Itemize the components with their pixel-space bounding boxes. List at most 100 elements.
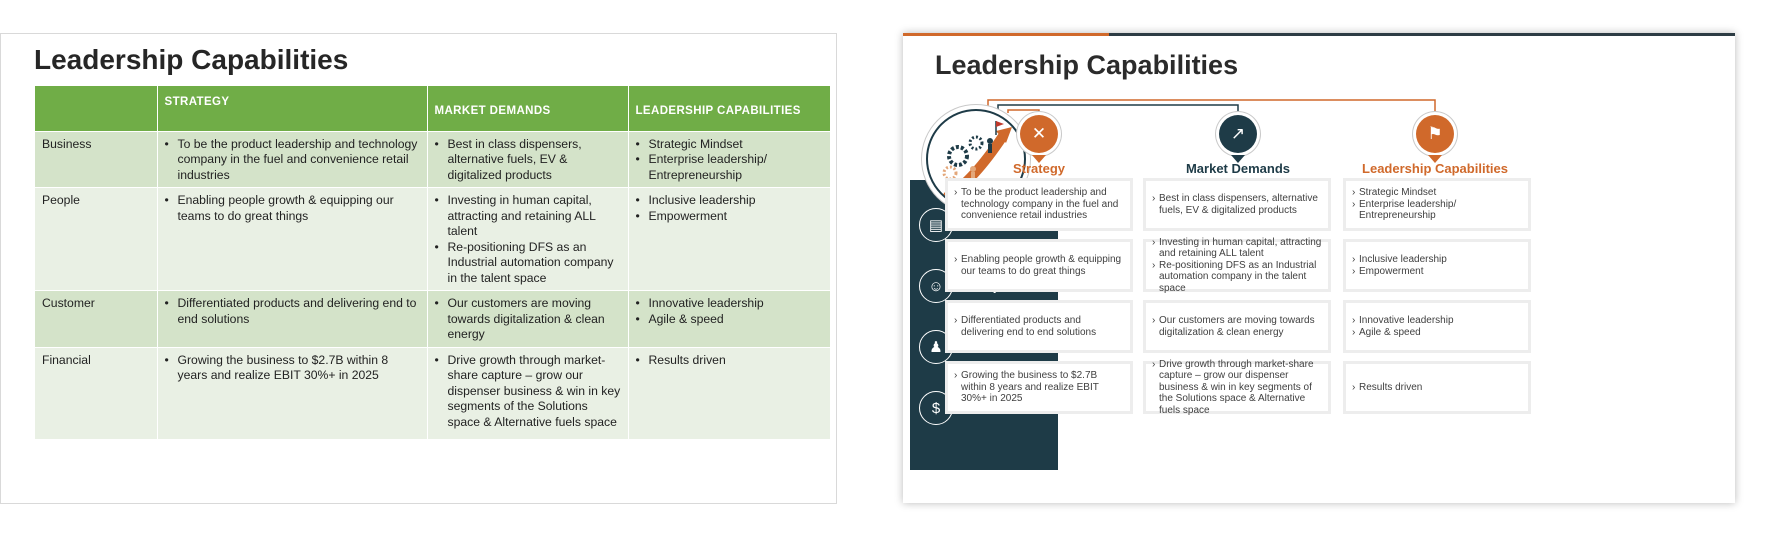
table-row: FinancialGrowing the business to $2.7B w… xyxy=(35,346,831,439)
table-row: CustomerDifferentiated products and deli… xyxy=(35,290,831,347)
bullet-item: Best in class dispensers, alternative fu… xyxy=(435,137,621,184)
table-header-row: STRATEGY MARKET DEMANDS LEADERSHIP CAPAB… xyxy=(35,86,831,131)
cell-strategy: Differentiated products and delivering e… xyxy=(157,290,428,347)
grid-cell: Drive growth through market-share captur… xyxy=(1143,359,1331,416)
bullet-item: Innovative leadership xyxy=(1352,315,1454,327)
bullet-list: Differentiated products and delivering e… xyxy=(165,296,420,327)
bullet-item: Inclusive leadership xyxy=(1352,254,1447,266)
cell-content: Enabling people growth & equipping our t… xyxy=(948,242,1130,289)
column-header: Strategy xyxy=(1012,161,1066,176)
bullet-list: Enabling people growth & equipping our t… xyxy=(165,193,420,224)
connector-lines xyxy=(987,99,1436,115)
cell-content: Growing the business to $2.7B within 8 y… xyxy=(948,364,1130,411)
bullet-item: Agile & speed xyxy=(636,312,823,328)
bullet-item: Enterprise leadership/ Entrepreneurship xyxy=(1352,199,1522,222)
cell-leadership: Innovative leadershipAgile & speed xyxy=(628,290,831,347)
cell-market: Investing in human capital, attracting a… xyxy=(427,187,629,291)
column-header: Market Demands xyxy=(1185,161,1291,176)
bullet-list: Innovative leadershipAgile & speed xyxy=(636,296,823,327)
cell-list: Enabling people growth & equipping our t… xyxy=(954,254,1124,277)
bullet-item: Results driven xyxy=(636,353,823,369)
row-label: Financial xyxy=(35,346,158,439)
cell-list: Drive growth through market-share captur… xyxy=(1152,359,1322,417)
grid-cell: Our customers are moving towards digital… xyxy=(1143,300,1331,353)
bullet-item: Strategic Mindset xyxy=(1352,187,1522,199)
cell-strategy: Enabling people growth & equipping our t… xyxy=(157,187,428,291)
row-label: Customer xyxy=(35,290,158,347)
row-label: Business xyxy=(35,130,158,188)
grid-cell: Investing in human capital, attracting a… xyxy=(1143,237,1331,295)
cell-content: Strategic MindsetEnterprise leadership/ … xyxy=(1346,181,1528,228)
pointer-marker xyxy=(1428,155,1442,163)
left-slide: Leadership Capabilities STRATEGY MARKET … xyxy=(0,33,837,504)
accent-line-orange xyxy=(903,33,1109,36)
bullet-list: Results driven xyxy=(636,353,823,369)
bullet-item: Re-positioning DFS as an Industrial auto… xyxy=(435,240,621,287)
market-icon: ↗ xyxy=(1219,115,1257,153)
grid-cell: Growing the business to $2.7B within 8 y… xyxy=(945,361,1133,414)
accent-line-dark xyxy=(1109,33,1735,36)
cell-market: Drive growth through market-share captur… xyxy=(427,346,629,439)
bullet-item: Agile & speed xyxy=(1352,327,1454,339)
bullet-item: Enabling people growth & equipping our t… xyxy=(165,193,420,224)
cell-content: Differentiated products and delivering e… xyxy=(948,303,1130,350)
cell-list: Inclusive leadershipEmpowerment xyxy=(1352,254,1447,277)
right-slide-title: Leadership Capabilities xyxy=(935,50,1239,80)
cell-list: Investing in human capital, attracting a… xyxy=(1152,237,1322,295)
bullet-item: To be the product leadership and technol… xyxy=(165,137,420,184)
bullet-list: Growing the business to $2.7B within 8 y… xyxy=(165,353,420,384)
bullet-item: To be the product leadership and technol… xyxy=(954,187,1124,222)
bullet-item: Enterprise leadership/ Entrepreneurship xyxy=(636,152,823,183)
bullet-item: Drive growth through market-share captur… xyxy=(1152,359,1322,417)
bullet-item: Re-positioning DFS as an Industrial auto… xyxy=(1152,260,1322,295)
bullet-list: Investing in human capital, attracting a… xyxy=(435,193,621,286)
bullet-list: Our customers are moving towards digital… xyxy=(435,296,621,343)
cell-list: To be the product leadership and technol… xyxy=(954,187,1124,222)
cell-content: To be the product leadership and technol… xyxy=(948,181,1130,228)
bullet-list: Drive growth through market-share captur… xyxy=(435,353,621,431)
capabilities-table: STRATEGY MARKET DEMANDS LEADERSHIP CAPAB… xyxy=(35,86,831,439)
bullet-item: Innovative leadership xyxy=(636,296,823,312)
cell-content: Best in class dispensers, alternative fu… xyxy=(1146,181,1328,228)
right-slide: Leadership Capabilities ▤Business›☺Peopl… xyxy=(903,33,1735,503)
grid-cell: Innovative leadershipAgile & speed xyxy=(1343,300,1531,353)
bullet-item: Growing the business to $2.7B within 8 y… xyxy=(165,353,420,384)
table-row: PeopleEnabling people growth & equipping… xyxy=(35,187,831,291)
grid-cell: Enabling people growth & equipping our t… xyxy=(945,239,1133,292)
bullet-list: Best in class dispensers, alternative fu… xyxy=(435,137,621,184)
bullet-item: Enabling people growth & equipping our t… xyxy=(954,254,1124,277)
leadership-icon: ⚑ xyxy=(1416,115,1454,153)
cell-strategy: To be the product leadership and technol… xyxy=(157,130,428,188)
column-header: Leadership Capabilities xyxy=(1362,161,1508,176)
bullet-item: Our customers are moving towards digital… xyxy=(1152,315,1322,338)
cell-market: Our customers are moving towards digital… xyxy=(427,290,629,347)
header-leadership-capabilities: LEADERSHIP CAPABILITIES xyxy=(628,86,831,131)
grid-cell: Best in class dispensers, alternative fu… xyxy=(1143,178,1331,231)
bullet-item: Inclusive leadership xyxy=(636,193,823,209)
cell-list: Innovative leadershipAgile & speed xyxy=(1352,315,1454,338)
cell-content: Drive growth through market-share captur… xyxy=(1146,359,1328,416)
cell-list: Differentiated products and delivering e… xyxy=(954,315,1124,338)
cell-leadership: Inclusive leadershipEmpowerment xyxy=(628,187,831,291)
pointer-marker xyxy=(1032,155,1046,163)
strategy-icon: ✕ xyxy=(1020,115,1058,153)
cell-strategy: Growing the business to $2.7B within 8 y… xyxy=(157,346,428,439)
bullet-item: Differentiated products and delivering e… xyxy=(954,315,1124,338)
header-empty xyxy=(35,86,158,131)
left-slide-title: Leadership Capabilities xyxy=(34,44,349,75)
grid-cell: Differentiated products and delivering e… xyxy=(945,300,1133,353)
bullet-item: Our customers are moving towards digital… xyxy=(435,296,621,343)
cell-content: Innovative leadershipAgile & speed xyxy=(1346,303,1528,350)
cell-list: Results driven xyxy=(1352,382,1422,394)
grid-cell: Strategic MindsetEnterprise leadership/ … xyxy=(1343,178,1531,231)
grid-cell: Results driven xyxy=(1343,361,1531,414)
cell-content: Our customers are moving towards digital… xyxy=(1146,303,1328,350)
header-market-demands: MARKET DEMANDS xyxy=(427,86,629,131)
bullet-item: Best in class dispensers, alternative fu… xyxy=(1152,193,1322,216)
pointer-marker xyxy=(1231,155,1245,163)
bullet-item: Empowerment xyxy=(636,209,823,225)
bullet-item: Differentiated products and delivering e… xyxy=(165,296,420,327)
cell-list: Our customers are moving towards digital… xyxy=(1152,315,1322,338)
bullet-list: To be the product leadership and technol… xyxy=(165,137,420,184)
header-strategy: STRATEGY xyxy=(157,86,428,131)
